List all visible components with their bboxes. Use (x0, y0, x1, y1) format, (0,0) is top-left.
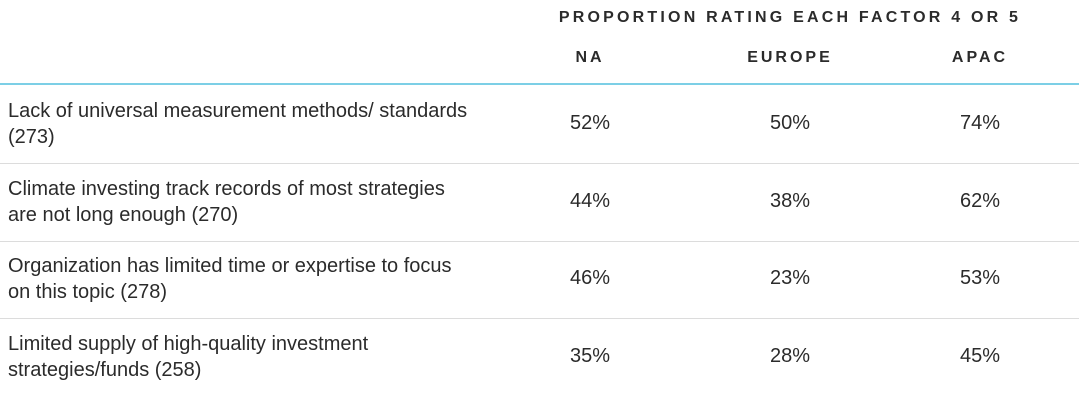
table-row: Climate investing track records of most … (0, 164, 1079, 242)
cell-europe: 28% (769, 345, 811, 367)
cell-na: 44% (569, 190, 611, 212)
cell-europe: 50% (769, 112, 811, 134)
header-divider (0, 83, 1079, 85)
column-header-europe: EUROPE (747, 49, 833, 66)
table-row: Organization has limited time or experti… (0, 241, 1079, 319)
table-row: Limited supply of high-quality investmen… (0, 319, 1079, 396)
table-row: Lack of universal measurement methods/ s… (0, 86, 1079, 164)
cell-apac: 45% (959, 345, 1001, 367)
cell-europe: 23% (769, 267, 811, 289)
cell-na: 52% (569, 112, 611, 134)
cell-na: 46% (569, 267, 611, 289)
table-super-header: PROPORTION RATING EACH FACTOR 4 OR 5 (558, 9, 1022, 26)
row-label: Lack of universal measurement methods/ s… (8, 100, 468, 148)
column-header-na: NA (575, 49, 605, 66)
row-label: Limited supply of high-quality investmen… (8, 333, 369, 381)
row-label: Organization has limited time or experti… (8, 255, 452, 303)
cell-apac: 53% (959, 267, 1001, 289)
column-header-apac: APAC (951, 49, 1009, 66)
row-label: Climate investing track records of most … (8, 178, 445, 226)
cell-apac: 74% (959, 112, 1001, 134)
cell-na: 35% (569, 345, 611, 367)
cell-apac: 62% (959, 190, 1001, 212)
cell-europe: 38% (769, 190, 811, 212)
